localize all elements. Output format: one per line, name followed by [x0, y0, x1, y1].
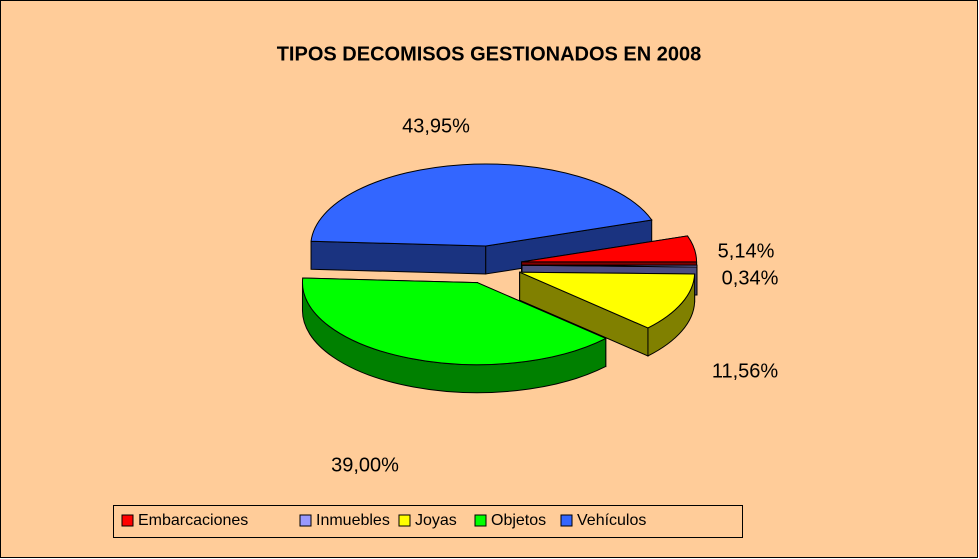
- legend-label: Objetos: [491, 512, 546, 529]
- data-label: 5,14%: [718, 240, 775, 262]
- slice: [310, 163, 653, 247]
- slice: [301, 277, 607, 366]
- slice: [521, 235, 698, 263]
- slice-side: [310, 240, 487, 275]
- legend-marker: [299, 514, 312, 527]
- slice: [521, 264, 698, 268]
- data-label: 39,00%: [331, 454, 399, 476]
- legend-label: Vehículos: [577, 512, 646, 529]
- chart-title: TIPOS DECOMISOS GESTIONADOS EN 2008: [277, 43, 702, 65]
- legend-label: Embarcaciones: [138, 512, 248, 529]
- data-label: 11,56%: [712, 360, 779, 382]
- slice: [519, 271, 696, 329]
- legend-marker: [560, 514, 573, 527]
- legend-marker: [398, 514, 411, 527]
- legend-box: [113, 505, 743, 538]
- legend-marker: [121, 514, 134, 527]
- legend-label: Joyas: [415, 512, 457, 529]
- legend-label: Inmuebles: [316, 512, 390, 529]
- legend-marker: [474, 514, 487, 527]
- data-label: 43,95%: [402, 115, 470, 137]
- data-label: 0,34%: [722, 267, 779, 289]
